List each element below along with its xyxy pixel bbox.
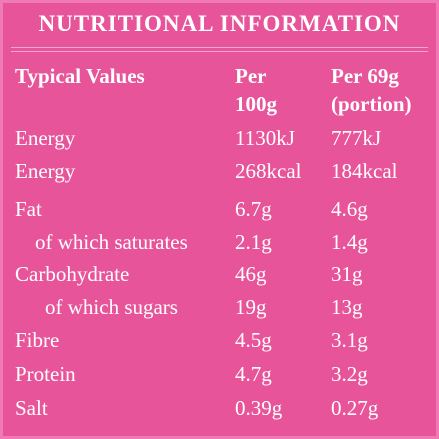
value: 268kcal bbox=[235, 159, 302, 183]
value: 2.1g bbox=[235, 230, 272, 254]
value: 777kJ bbox=[331, 126, 382, 150]
title: NUTRITIONAL INFORMATION bbox=[38, 11, 401, 36]
row-label: Carbohydrate bbox=[15, 262, 130, 286]
column-header: 100g bbox=[235, 92, 277, 116]
row-label: of which saturates bbox=[35, 230, 188, 254]
column-header: Per 69g bbox=[331, 64, 399, 88]
row-label: Protein bbox=[15, 362, 76, 386]
value: 46g bbox=[235, 262, 267, 286]
value: 4.5g bbox=[235, 328, 272, 352]
column-header: (portion) bbox=[331, 92, 412, 116]
row-label: Fat bbox=[15, 197, 42, 221]
divider bbox=[11, 51, 428, 52]
divider bbox=[11, 47, 428, 48]
value: 13g bbox=[331, 295, 363, 319]
value: 0.27g bbox=[331, 396, 379, 420]
row-label: Salt bbox=[15, 396, 48, 420]
row-label: Fibre bbox=[15, 328, 60, 352]
value: 184kcal bbox=[331, 159, 398, 183]
value: 3.2g bbox=[331, 362, 368, 386]
value: 19g bbox=[235, 295, 267, 319]
value: 1.4g bbox=[331, 230, 368, 254]
value: 31g bbox=[331, 262, 363, 286]
value: 6.7g bbox=[235, 197, 272, 221]
column-header: Typical Values bbox=[15, 64, 145, 88]
value: 4.7g bbox=[235, 362, 272, 386]
row-label: Energy bbox=[15, 126, 76, 150]
value: 1130kJ bbox=[235, 126, 295, 150]
value: 4.6g bbox=[331, 197, 368, 221]
row-label: of which sugars bbox=[45, 295, 178, 319]
column-header: Per bbox=[235, 64, 267, 88]
value: 3.1g bbox=[331, 328, 368, 352]
row-label: Energy bbox=[15, 159, 76, 183]
value: 0.39g bbox=[235, 396, 283, 420]
